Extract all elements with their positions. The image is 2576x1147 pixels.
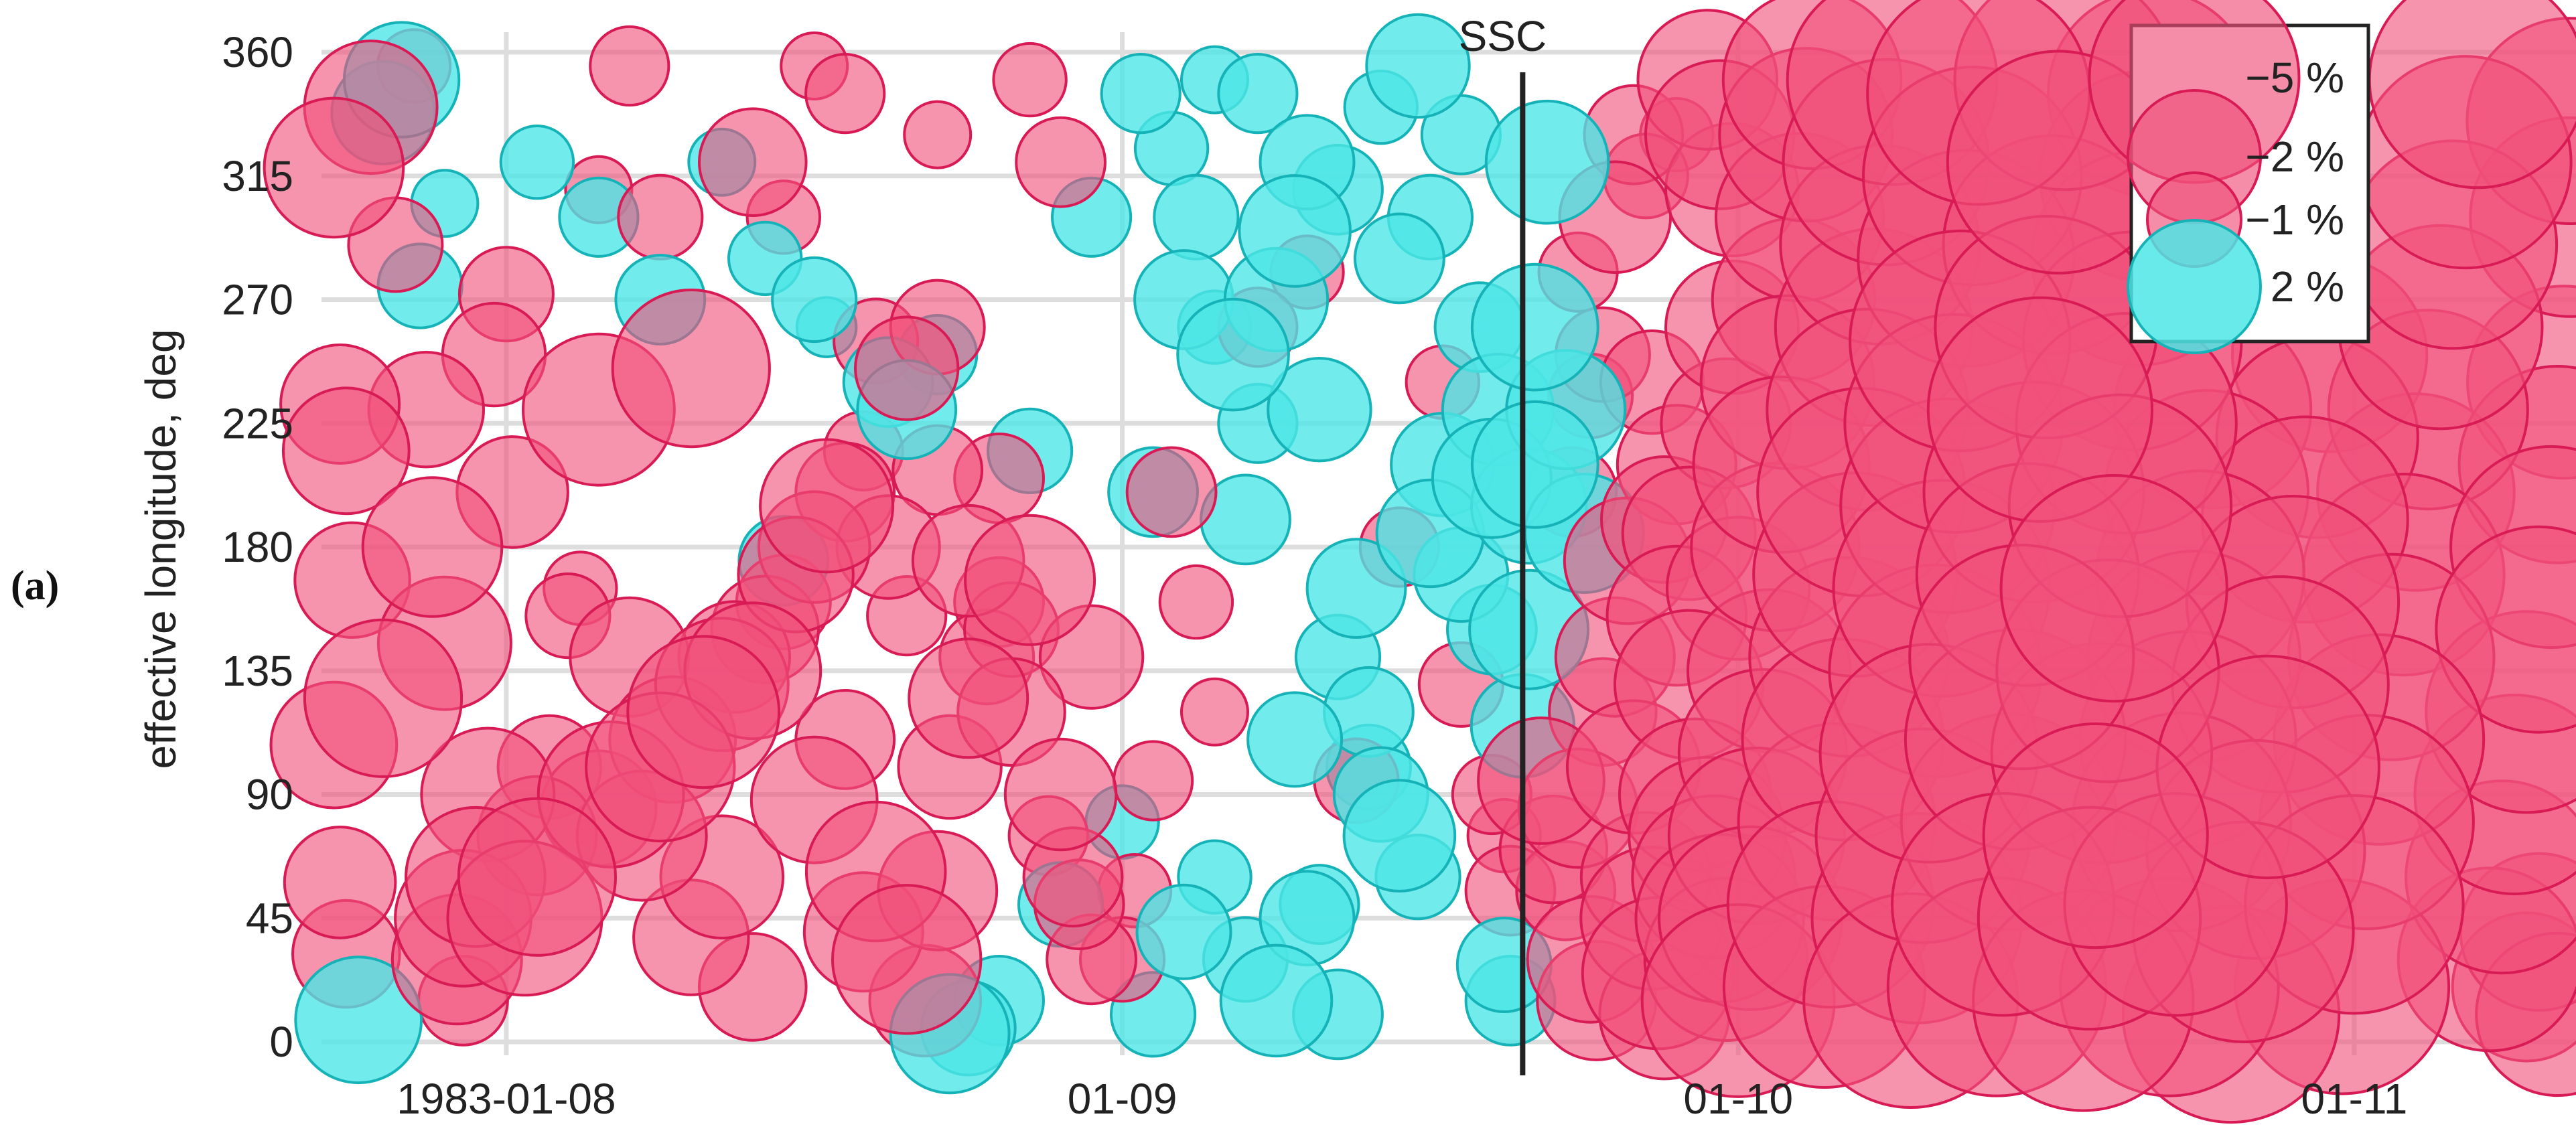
bubble-negative bbox=[1158, 564, 1234, 640]
panel-label: (a) bbox=[11, 563, 59, 609]
bubble-negative bbox=[1982, 722, 2209, 949]
legend-bubble bbox=[2127, 219, 2262, 354]
bubble-negative bbox=[1015, 116, 1106, 208]
bubble-negative bbox=[992, 42, 1068, 118]
ssc-label: SSC bbox=[1459, 12, 1547, 60]
y-tick-label: 360 bbox=[222, 28, 293, 76]
bubble-positive bbox=[294, 955, 423, 1085]
bubble-positive bbox=[1353, 212, 1445, 305]
bubble-negative bbox=[854, 315, 960, 421]
y-tick-label: 90 bbox=[246, 771, 293, 819]
bubble-positive bbox=[1267, 357, 1372, 463]
bubble-positive bbox=[1484, 99, 1610, 225]
bubble-positive bbox=[1100, 53, 1182, 135]
bubble-negative bbox=[698, 107, 808, 217]
x-tick-label: 01-10 bbox=[1683, 1075, 1793, 1123]
bubble-negative bbox=[626, 635, 781, 789]
bubble-positive bbox=[1238, 174, 1352, 288]
bubble-negative bbox=[1180, 677, 1249, 747]
size-legend: −5 % −2 % −1 % 2 % bbox=[2088, 0, 2370, 354]
y-tick-label: 225 bbox=[222, 399, 293, 447]
bubble-negative bbox=[804, 53, 886, 135]
bubble-negative bbox=[617, 173, 704, 260]
y-tick-label: 270 bbox=[222, 276, 293, 324]
bubble-positive bbox=[1219, 943, 1334, 1058]
y-tick-label: 315 bbox=[222, 152, 293, 200]
bubble-positive bbox=[771, 256, 858, 343]
bubble-negative bbox=[964, 514, 1096, 646]
bubble-negative bbox=[831, 884, 983, 1035]
bubble-layer bbox=[263, 0, 2576, 1124]
legend-label: −1 % bbox=[2245, 196, 2344, 244]
bubble-negative bbox=[903, 100, 973, 169]
bubble-positive bbox=[1176, 297, 1290, 412]
bubble-negative bbox=[1113, 740, 1194, 822]
x-tick-label: 01-09 bbox=[1068, 1075, 1177, 1123]
y-axis-label: effective longitude, deg bbox=[137, 329, 185, 769]
bubble-negative bbox=[281, 386, 411, 516]
bubble-negative bbox=[759, 438, 895, 574]
bubble-negative bbox=[263, 96, 405, 239]
bubble-negative bbox=[283, 826, 397, 939]
bubble-positive bbox=[1365, 13, 1471, 119]
bubble-negative bbox=[589, 25, 670, 107]
bubble-positive bbox=[1470, 262, 1599, 392]
y-tick-label: 45 bbox=[246, 894, 293, 942]
bubble-negative bbox=[303, 618, 463, 778]
bubble-positive bbox=[1153, 173, 1240, 260]
legend-label: 2 % bbox=[2271, 262, 2344, 311]
bubble-positive bbox=[1342, 779, 1457, 893]
legend-label: −5 % bbox=[2245, 54, 2344, 102]
bubble-negative bbox=[361, 476, 504, 618]
bubble-negative bbox=[457, 797, 618, 957]
bubble-positive bbox=[1217, 53, 1299, 135]
y-tick-label: 180 bbox=[222, 523, 293, 571]
y-tick-label: 135 bbox=[222, 647, 293, 695]
y-tick-label: 0 bbox=[269, 1018, 293, 1066]
bubble-positive bbox=[1135, 883, 1232, 980]
bubble-negative bbox=[2435, 525, 2576, 734]
bubble-negative bbox=[1003, 737, 1118, 852]
bubble-negative bbox=[611, 288, 771, 449]
bubble-positive bbox=[1246, 691, 1344, 788]
bubble-negative bbox=[1999, 474, 2228, 703]
bubble-negative bbox=[1125, 446, 1218, 538]
x-tick-label: 1983-01-08 bbox=[397, 1075, 616, 1123]
x-tick-label: 01-11 bbox=[2301, 1075, 2407, 1123]
bubble-positive bbox=[499, 125, 575, 200]
bubble-positive bbox=[1470, 400, 1599, 529]
axes: 0 45 90 135 180 225 270 315 360 1983-01-08 01-09 01… bbox=[222, 28, 2407, 1123]
bubble-negative bbox=[908, 637, 1029, 759]
bubble-positive bbox=[1305, 538, 1407, 639]
legend-label: −2 % bbox=[2245, 133, 2344, 181]
ssc-marker: SSC bbox=[1459, 12, 1547, 1075]
